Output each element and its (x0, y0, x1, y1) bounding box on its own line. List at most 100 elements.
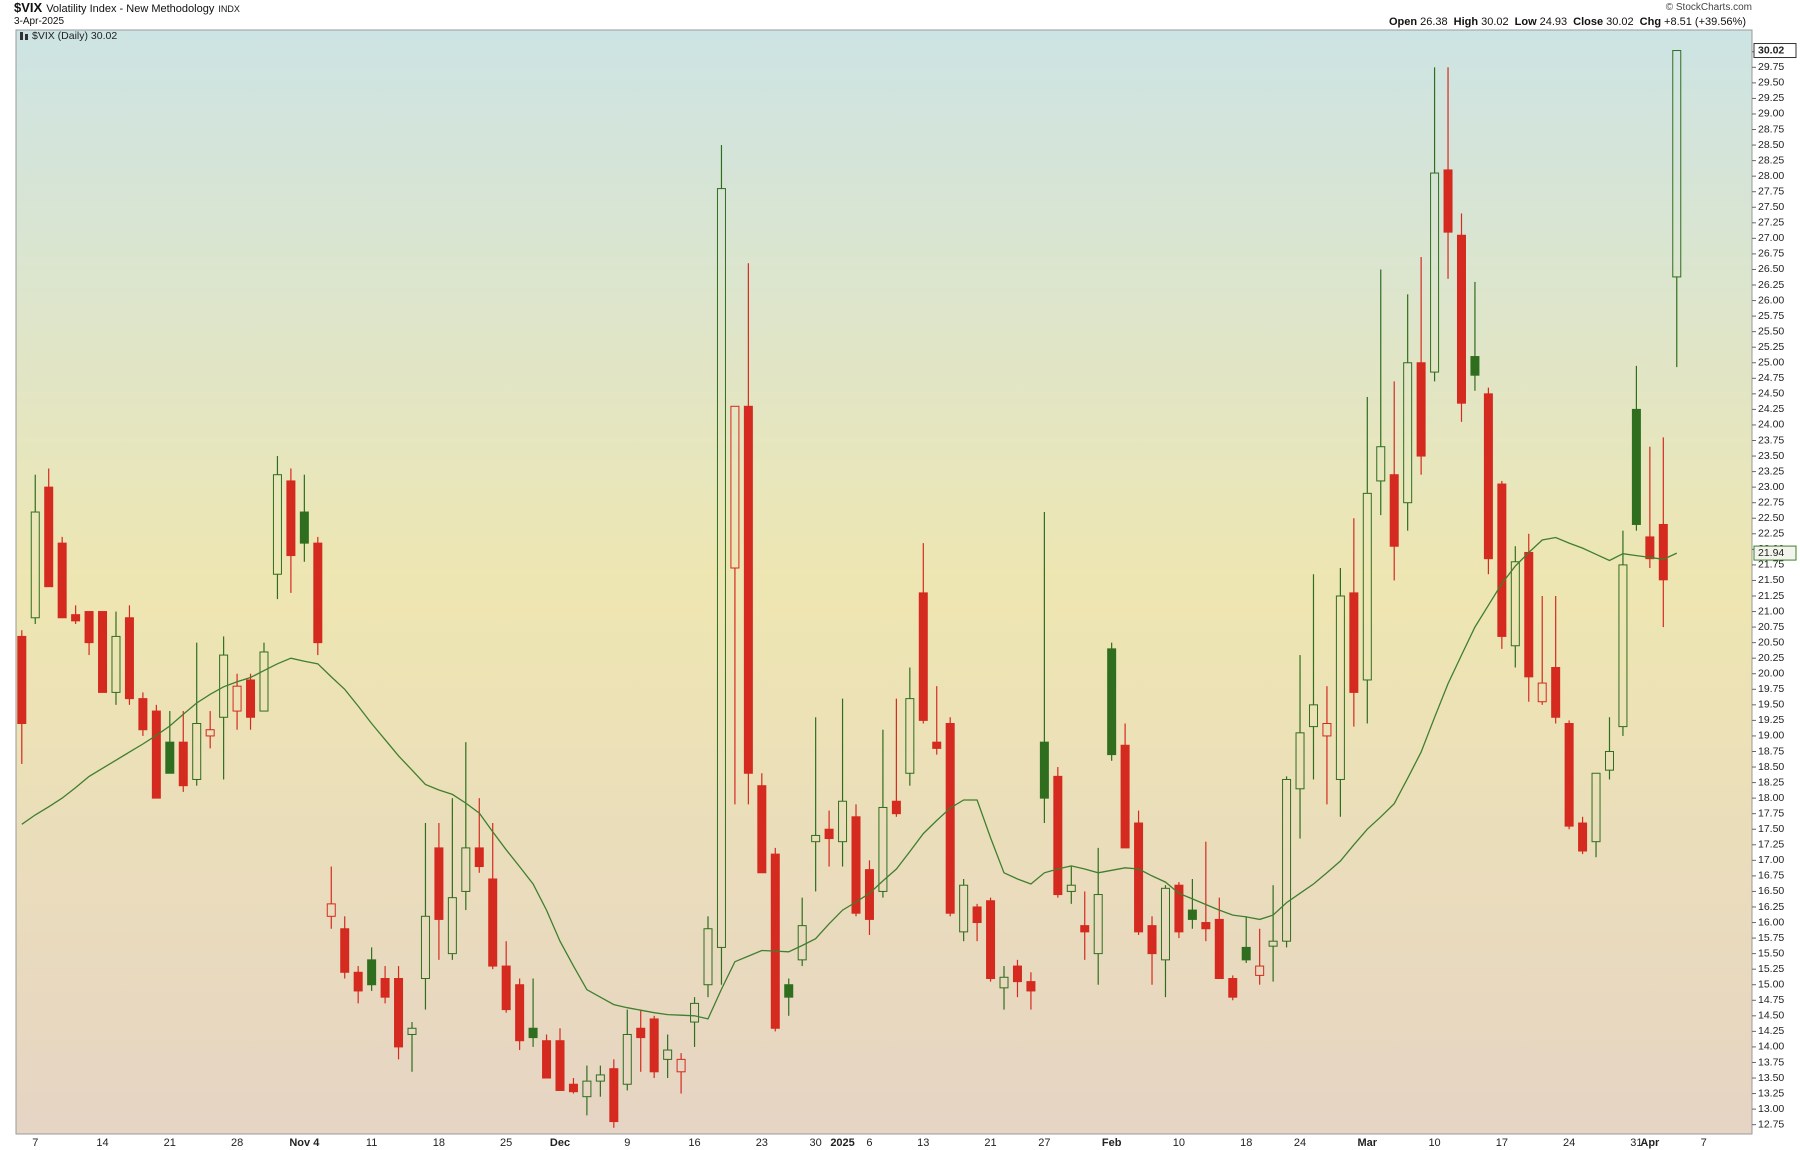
quote-label: High (1453, 16, 1479, 28)
ma-tag (1753, 545, 1797, 561)
y-tick-label: 18.75 (1758, 745, 1784, 757)
candle-body (1658, 523, 1668, 581)
x-tick-label: 25 (500, 1137, 512, 1149)
candle-body (918, 592, 928, 721)
candle-body (999, 976, 1009, 989)
y-tick-label: 15.50 (1758, 947, 1784, 959)
candle-body (1524, 551, 1534, 678)
header-date: 3-Apr-2025 (14, 16, 65, 27)
candle-body (757, 785, 767, 874)
y-tick-label: 26.75 (1758, 248, 1784, 260)
quote-value: 30.02 (1481, 16, 1509, 28)
candle-body (367, 959, 377, 986)
candle-body (407, 1027, 417, 1035)
candle-body (57, 542, 67, 619)
candle-body (649, 1018, 659, 1073)
x-tick-label: 10 (1428, 1137, 1440, 1149)
candle-body (1282, 778, 1292, 942)
candle-body (353, 971, 363, 992)
x-tick-label: 14 (96, 1137, 108, 1149)
candle-body (84, 611, 94, 644)
y-tick-label: 25.00 (1758, 357, 1784, 369)
y-tick-label: 19.25 (1758, 714, 1784, 726)
candle-body (1053, 775, 1063, 896)
y-tick-label: 27.00 (1758, 232, 1784, 244)
y-tick-label: 14.00 (1758, 1041, 1784, 1053)
candle-body (380, 978, 390, 998)
candle-body (716, 188, 726, 948)
candle-body (797, 925, 807, 961)
ma-label: 21.94 (1758, 547, 1784, 559)
x-tick-label: 21 (984, 1137, 996, 1149)
candle-body (17, 635, 27, 724)
y-tick-label: 21.50 (1758, 574, 1784, 586)
quote-value: 30.02 (1606, 16, 1634, 28)
y-tick-label: 22.25 (1758, 528, 1784, 540)
candle-body (299, 511, 309, 544)
x-tick-label: 7 (32, 1137, 38, 1149)
candle-body (501, 965, 511, 1011)
candle-body (1228, 978, 1238, 998)
y-tick-label: 29.75 (1758, 61, 1784, 73)
candle-body (878, 806, 888, 892)
candle-body (622, 1033, 632, 1085)
candle-body (1430, 172, 1440, 373)
candle-body (98, 611, 108, 693)
y-tick-label: 22.75 (1758, 496, 1784, 508)
candle-body (568, 1083, 578, 1093)
candle-body (743, 405, 753, 774)
candle-body (972, 906, 982, 924)
y-tick-label: 16.00 (1758, 916, 1784, 928)
quote-value: +8.51 (+39.56%) (1664, 16, 1746, 28)
candle-body (286, 480, 296, 557)
y-tick-label: 20.25 (1758, 652, 1784, 664)
legend-text: $VIX (Daily) 30.02 (32, 30, 117, 42)
candle-body (1107, 648, 1117, 756)
y-tick-label: 21.00 (1758, 605, 1784, 617)
candle-body (1160, 887, 1170, 961)
candle-body (30, 511, 40, 619)
x-tick-label: Dec (550, 1137, 570, 1149)
y-tick-label: 16.75 (1758, 870, 1784, 882)
candle-body (1308, 704, 1318, 728)
candle-body (1483, 393, 1493, 560)
y-tick-label: 15.00 (1758, 979, 1784, 991)
candle-body (609, 1068, 619, 1123)
candle-body (1578, 822, 1588, 852)
candle-body (730, 405, 740, 569)
candle-body (1551, 667, 1561, 718)
candle-body (461, 847, 471, 892)
candle-body (891, 800, 901, 815)
x-tick-label: 11 (366, 1137, 377, 1149)
y-tick-label: 29.25 (1758, 92, 1784, 104)
candle-body (811, 834, 821, 843)
y-tick-label: 25.50 (1758, 325, 1784, 337)
moving-average-line (21, 536, 1678, 1020)
candle-body (1335, 595, 1345, 780)
y-tick-label: 18.50 (1758, 761, 1784, 773)
quote-label: Close (1573, 16, 1604, 28)
y-tick-label: 24.50 (1758, 388, 1784, 400)
candle-body (1362, 492, 1372, 681)
candle-body (1604, 750, 1614, 771)
candle-body (1093, 894, 1103, 955)
candle-body (326, 903, 336, 917)
quote-label: Low (1514, 16, 1537, 28)
candles (17, 50, 1682, 1128)
candle-body (111, 635, 121, 693)
y-tick-label: 19.00 (1758, 730, 1784, 742)
candle-body (1214, 918, 1224, 980)
candle-body (1241, 946, 1251, 961)
candle-body (219, 654, 229, 718)
candle-body (1039, 741, 1049, 799)
y-tick-label: 14.75 (1758, 994, 1784, 1006)
y-tick-label: 13.00 (1758, 1103, 1784, 1115)
candle-body (986, 900, 996, 980)
candle-body (44, 486, 54, 588)
candle-body (192, 722, 202, 780)
candle-body (259, 651, 269, 712)
candle-body (959, 884, 969, 933)
candle-body (1201, 922, 1211, 930)
y-tick-label: 14.25 (1758, 1025, 1784, 1037)
